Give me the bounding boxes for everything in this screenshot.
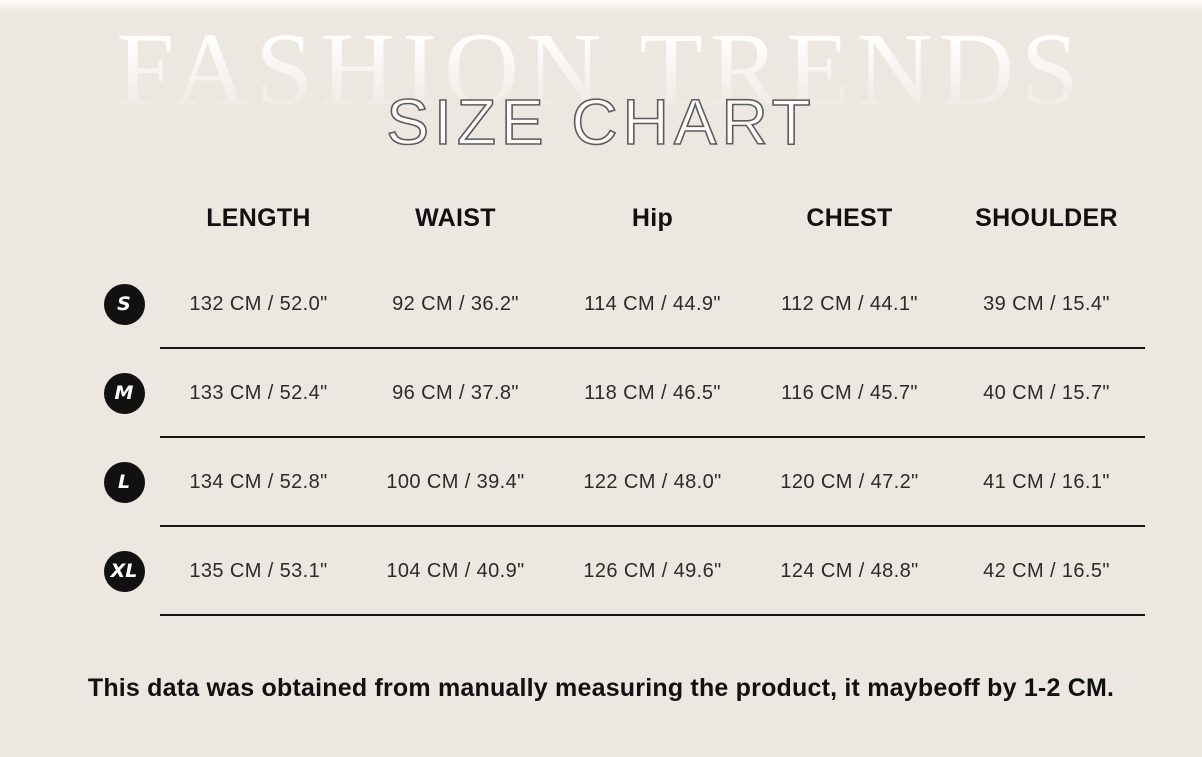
watermark-text: FASHION TRENDS	[0, 18, 1202, 122]
cell-xl-shoulder: 42 CM / 16.5"	[983, 560, 1110, 582]
row-divider	[160, 347, 1145, 349]
size-badge-l: L	[103, 462, 145, 503]
column-header-chest: CHEST	[806, 203, 893, 232]
row-divider	[160, 436, 1145, 438]
column-header-waist: WAIST	[415, 203, 496, 232]
cell-xl-length: 135 CM / 53.1"	[189, 560, 328, 582]
size-badge-cell: L	[88, 462, 160, 503]
page-title: SIZE CHART	[386, 86, 816, 158]
cell-s-chest: 112 CM / 44.1"	[781, 293, 918, 315]
table-header-row: LENGTH WAIST Hip CHEST SHOULDER	[88, 186, 1145, 250]
cell-xl-hip: 126 CM / 49.6"	[583, 560, 722, 582]
footnote: This data was obtained from manually mea…	[87, 674, 1115, 702]
table-row-s: S 132 CM / 52.0" 92 CM / 36.2" 114 CM / …	[88, 260, 1145, 349]
size-badge-s: S	[103, 284, 145, 325]
cell-l-shoulder: 41 CM / 16.1"	[983, 471, 1110, 493]
cell-m-hip: 118 CM / 46.5"	[584, 382, 721, 404]
size-badge-xl: XL	[103, 551, 145, 592]
cell-m-waist: 96 CM / 37.8"	[392, 382, 519, 404]
column-header-hip: Hip	[631, 203, 674, 232]
cell-s-hip: 114 CM / 44.9"	[584, 293, 721, 315]
table-row-m: M 133 CM / 52.4" 96 CM / 37.8" 118 CM / …	[88, 349, 1145, 438]
cell-l-length: 134 CM / 52.8"	[189, 471, 328, 493]
size-badge-m: M	[103, 373, 145, 414]
size-badge-cell: M	[88, 373, 160, 414]
size-badge-cell: S	[88, 284, 160, 325]
cell-m-length: 133 CM / 52.4"	[189, 382, 328, 404]
column-header-shoulder: SHOULDER	[975, 203, 1118, 232]
cell-xl-chest: 124 CM / 48.8"	[780, 560, 919, 582]
column-header-length: LENGTH	[206, 203, 311, 232]
table-row-l: L 134 CM / 52.8" 100 CM / 39.4" 122 CM /…	[88, 438, 1145, 527]
row-divider	[160, 614, 1145, 616]
table-row-xl: XL 135 CM / 53.1" 104 CM / 40.9" 126 CM …	[88, 527, 1145, 616]
cell-xl-waist: 104 CM / 40.9"	[386, 560, 525, 582]
cell-l-hip: 122 CM / 48.0"	[583, 471, 722, 493]
cell-m-chest: 116 CM / 45.7"	[781, 382, 918, 404]
cell-l-waist: 100 CM / 39.4"	[386, 471, 525, 493]
size-badge-cell: XL	[88, 551, 160, 592]
cell-l-chest: 120 CM / 47.2"	[780, 471, 919, 493]
cell-s-waist: 92 CM / 36.2"	[392, 293, 519, 315]
cell-s-length: 132 CM / 52.0"	[189, 293, 328, 315]
size-table: LENGTH WAIST Hip CHEST SHOULDER S 132 CM…	[88, 186, 1145, 616]
cell-s-shoulder: 39 CM / 15.4"	[983, 293, 1110, 315]
row-divider	[160, 525, 1145, 527]
cell-m-shoulder: 40 CM / 15.7"	[983, 382, 1110, 404]
